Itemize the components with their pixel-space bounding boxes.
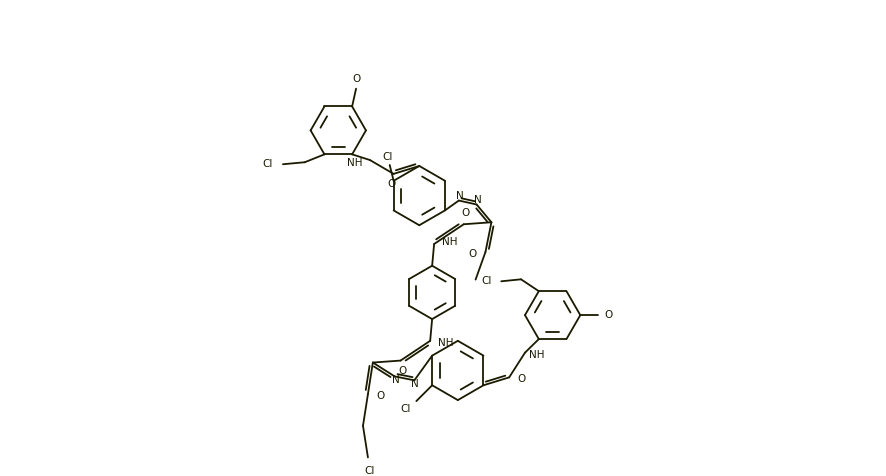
Text: O: O (603, 310, 611, 320)
Text: Cl: Cl (382, 152, 392, 162)
Text: N: N (392, 376, 399, 386)
Text: O: O (377, 391, 385, 401)
Text: N: N (473, 195, 481, 205)
Text: O: O (387, 179, 395, 189)
Text: Cl: Cl (364, 466, 375, 476)
Text: O: O (468, 249, 476, 259)
Text: O: O (352, 74, 360, 84)
Text: O: O (461, 208, 470, 218)
Text: N: N (411, 379, 419, 389)
Text: NH: NH (441, 237, 457, 247)
Text: NH: NH (438, 338, 453, 348)
Text: Cl: Cl (400, 404, 410, 414)
Text: Cl: Cl (262, 159, 273, 169)
Text: NH: NH (528, 350, 544, 360)
Text: N: N (455, 190, 463, 200)
Text: Cl: Cl (480, 276, 491, 286)
Text: NH: NH (347, 158, 362, 168)
Text: O: O (398, 367, 406, 377)
Text: O: O (517, 374, 525, 384)
